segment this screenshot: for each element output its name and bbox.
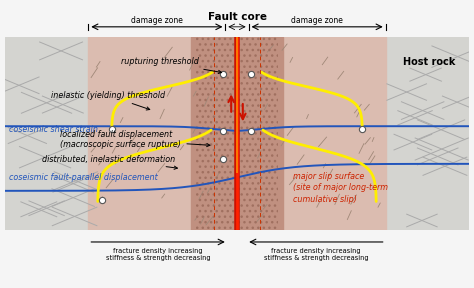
Bar: [248, 37, 386, 230]
Bar: [191, 37, 283, 230]
Text: rupturing threshold: rupturing threshold: [121, 57, 221, 73]
Text: coseismic shear strain: coseismic shear strain: [9, 125, 99, 134]
Text: Fault core: Fault core: [208, 12, 266, 22]
Text: inelastic (yielding) threshold: inelastic (yielding) threshold: [51, 91, 165, 110]
Text: major slip surface
(site of major long-term
cumulative slip): major slip surface (site of major long-t…: [293, 172, 388, 204]
Text: localized fault displacement
(macroscopic surface rupture): localized fault displacement (macroscopi…: [61, 130, 210, 149]
Text: fracture density increasing
stiffness & strength decreasing: fracture density increasing stiffness & …: [106, 248, 210, 261]
Text: damage zone: damage zone: [131, 16, 183, 25]
Text: Host rock: Host rock: [403, 57, 456, 67]
Text: distributed, inelastic deformation: distributed, inelastic deformation: [42, 154, 177, 169]
Text: fracture density increasing
stiffness & strength decreasing: fracture density increasing stiffness & …: [264, 248, 368, 261]
Text: damage zone: damage zone: [291, 16, 343, 25]
Bar: [196, 37, 278, 230]
Bar: [88, 37, 226, 230]
Text: coseismic fault-parallel displacement: coseismic fault-parallel displacement: [9, 173, 158, 182]
